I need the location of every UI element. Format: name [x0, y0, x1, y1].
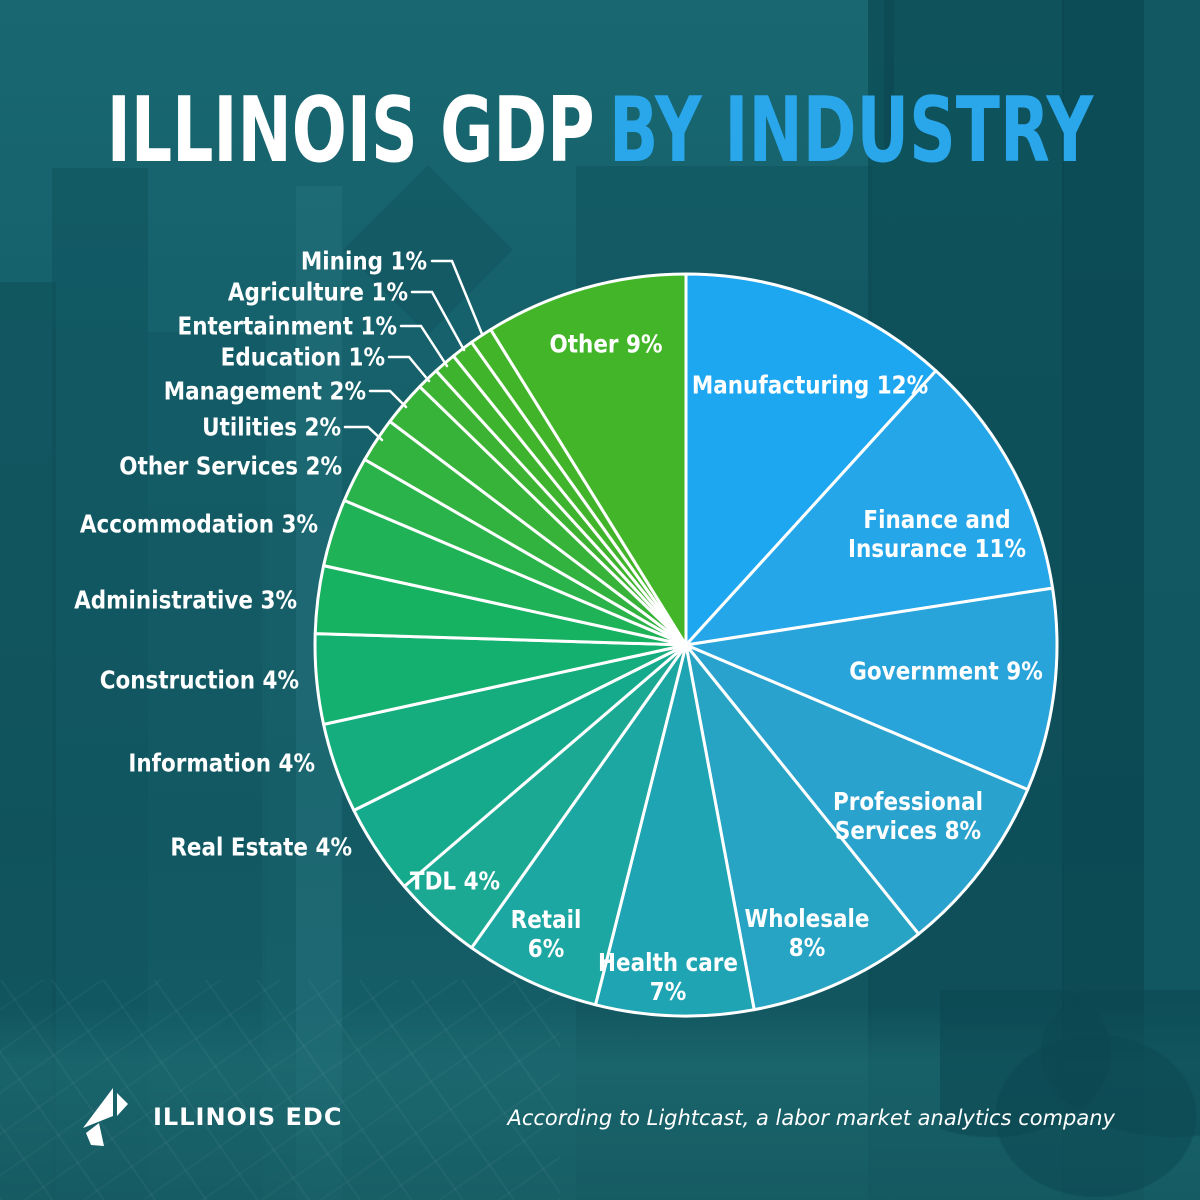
pie-slice-other — [489, 272, 688, 647]
pie-slice-health-care — [594, 643, 756, 1018]
page-title: ILLINOIS GDP BY INDUSTRY — [107, 86, 1094, 176]
title-white-part: ILLINOIS GDP — [106, 78, 595, 183]
leader-line-entertainment — [399, 324, 449, 368]
pie-slice-wholesale — [684, 643, 921, 1012]
skyline-spire — [884, 0, 894, 160]
leader-line-education — [387, 355, 431, 383]
pavilion-lattice — [0, 980, 560, 1200]
leader-line-agriculture — [410, 290, 466, 352]
leader-line-management — [368, 389, 408, 409]
illinois-edc-logo-icon — [83, 1088, 128, 1146]
leader-line-utilities — [343, 425, 384, 442]
attribution-text: According to Lightcast, a labor market a… — [507, 1106, 1115, 1130]
pie-slice-manufacturing — [684, 272, 938, 647]
pie-slice-finance-and-insurance — [684, 369, 1055, 647]
brand-name: ILLINOIS EDC — [153, 1103, 343, 1131]
pie-slice-professional-services — [684, 643, 1030, 936]
pie-slice-government — [684, 586, 1059, 792]
title-blue-part: BY INDUSTRY — [609, 78, 1094, 183]
leader-line-mining — [430, 259, 484, 336]
park-trees — [940, 990, 1200, 1200]
pie-slice-retail — [470, 643, 688, 1007]
brand: ILLINOIS EDC — [79, 1088, 342, 1146]
